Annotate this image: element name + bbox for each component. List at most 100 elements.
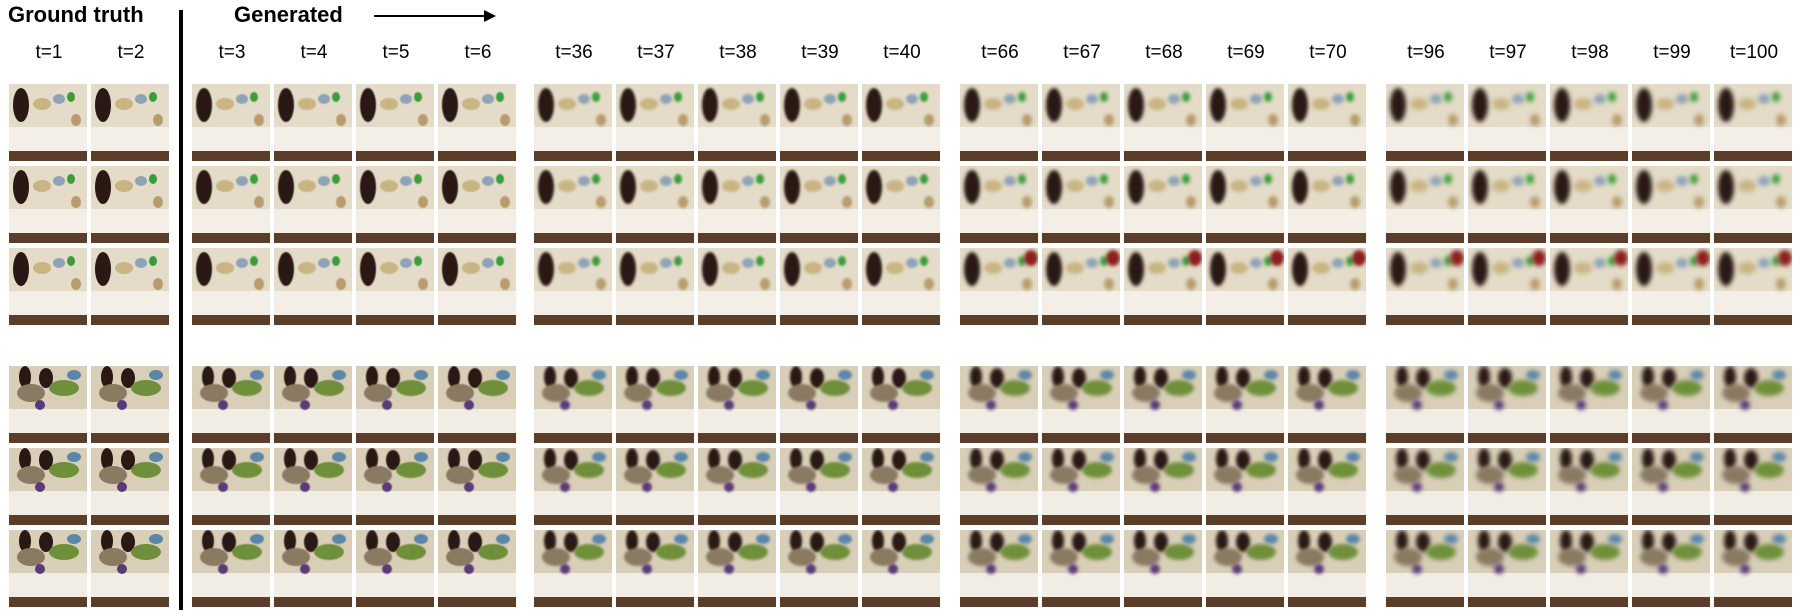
video-frame bbox=[1468, 248, 1548, 327]
video-frame bbox=[616, 366, 696, 445]
video-frame bbox=[1042, 84, 1122, 163]
video-frame bbox=[91, 248, 171, 327]
video-frame bbox=[1042, 448, 1122, 527]
right-arrow-icon bbox=[374, 10, 496, 22]
video-frame bbox=[1468, 530, 1548, 609]
video-frame bbox=[1632, 166, 1712, 245]
video-frame bbox=[91, 366, 171, 445]
video-frame bbox=[1288, 448, 1368, 527]
video-frame bbox=[616, 448, 696, 527]
video-frame bbox=[1206, 448, 1286, 527]
generated-heading: Generated bbox=[234, 2, 343, 27]
video-frame bbox=[1206, 84, 1286, 163]
video-frame bbox=[1042, 366, 1122, 445]
video-frame bbox=[1124, 530, 1204, 609]
video-frame bbox=[1386, 248, 1466, 327]
video-frame bbox=[1288, 166, 1368, 245]
video-frame bbox=[1124, 448, 1204, 527]
video-frame bbox=[960, 530, 1040, 609]
video-frame bbox=[616, 530, 696, 609]
video-frame bbox=[9, 530, 89, 609]
time-label: t=5 bbox=[382, 42, 410, 63]
video-frame bbox=[438, 448, 518, 527]
video-frame bbox=[356, 448, 436, 527]
video-frame bbox=[1124, 84, 1204, 163]
video-frame bbox=[780, 166, 860, 245]
video-frame bbox=[1386, 448, 1466, 527]
video-frame bbox=[274, 248, 354, 327]
video-frame bbox=[1550, 448, 1630, 527]
video-frame bbox=[192, 166, 272, 245]
video-frame bbox=[1124, 366, 1204, 445]
video-frame bbox=[1550, 366, 1630, 445]
video-frame bbox=[1550, 248, 1630, 327]
video-frame bbox=[91, 166, 171, 245]
video-frame bbox=[1714, 166, 1794, 245]
time-label: t=38 bbox=[719, 42, 757, 63]
video-frame bbox=[780, 366, 860, 445]
video-frame bbox=[1714, 248, 1794, 327]
video-frame bbox=[1714, 84, 1794, 163]
video-frame bbox=[1714, 366, 1794, 445]
video-frame bbox=[9, 448, 89, 527]
video-frame bbox=[274, 448, 354, 527]
video-frame bbox=[698, 448, 778, 527]
video-frame bbox=[274, 84, 354, 163]
time-label: t=39 bbox=[801, 42, 839, 63]
video-frame bbox=[438, 366, 518, 445]
video-frame bbox=[1206, 366, 1286, 445]
video-frame bbox=[192, 84, 272, 163]
ground-truth-heading: Ground truth bbox=[8, 2, 144, 27]
video-frame bbox=[534, 366, 614, 445]
video-frame bbox=[1042, 248, 1122, 327]
video-frame bbox=[1714, 530, 1794, 609]
video-frame bbox=[862, 530, 942, 609]
video-frame bbox=[862, 84, 942, 163]
video-frame bbox=[1714, 448, 1794, 527]
video-frame bbox=[9, 248, 89, 327]
video-frame bbox=[1632, 248, 1712, 327]
video-frame bbox=[616, 166, 696, 245]
video-frame bbox=[862, 448, 942, 527]
video-frame bbox=[862, 248, 942, 327]
video-frame bbox=[698, 166, 778, 245]
video-frame bbox=[356, 366, 436, 445]
video-frame bbox=[1468, 166, 1548, 245]
video-frame bbox=[1386, 166, 1466, 245]
video-frame bbox=[438, 84, 518, 163]
video-frame bbox=[438, 166, 518, 245]
video-frame bbox=[1206, 530, 1286, 609]
video-frame bbox=[192, 448, 272, 527]
video-frame bbox=[91, 448, 171, 527]
video-frame bbox=[1288, 530, 1368, 609]
video-frame bbox=[616, 248, 696, 327]
time-label: t=100 bbox=[1729, 42, 1779, 63]
video-frame bbox=[960, 248, 1040, 327]
time-label: t=99 bbox=[1653, 42, 1691, 63]
video-frame bbox=[1042, 166, 1122, 245]
video-frame bbox=[1550, 530, 1630, 609]
video-frame bbox=[534, 248, 614, 327]
video-frame bbox=[274, 166, 354, 245]
video-frame bbox=[616, 84, 696, 163]
video-frame bbox=[438, 248, 518, 327]
video-frame bbox=[1288, 366, 1368, 445]
video-frame bbox=[1386, 366, 1466, 445]
video-frame bbox=[534, 166, 614, 245]
video-frame bbox=[862, 166, 942, 245]
video-frame bbox=[960, 366, 1040, 445]
video-frame bbox=[356, 530, 436, 609]
time-label: t=67 bbox=[1063, 42, 1101, 63]
video-frame bbox=[698, 84, 778, 163]
video-frame bbox=[1468, 366, 1548, 445]
video-frame bbox=[862, 366, 942, 445]
video-frame bbox=[356, 84, 436, 163]
video-frame bbox=[780, 248, 860, 327]
video-frame bbox=[1288, 248, 1368, 327]
video-frame bbox=[960, 448, 1040, 527]
time-label: t=36 bbox=[555, 42, 593, 63]
video-frame bbox=[9, 366, 89, 445]
video-frame bbox=[698, 366, 778, 445]
video-frame bbox=[1042, 530, 1122, 609]
video-frame bbox=[9, 166, 89, 245]
